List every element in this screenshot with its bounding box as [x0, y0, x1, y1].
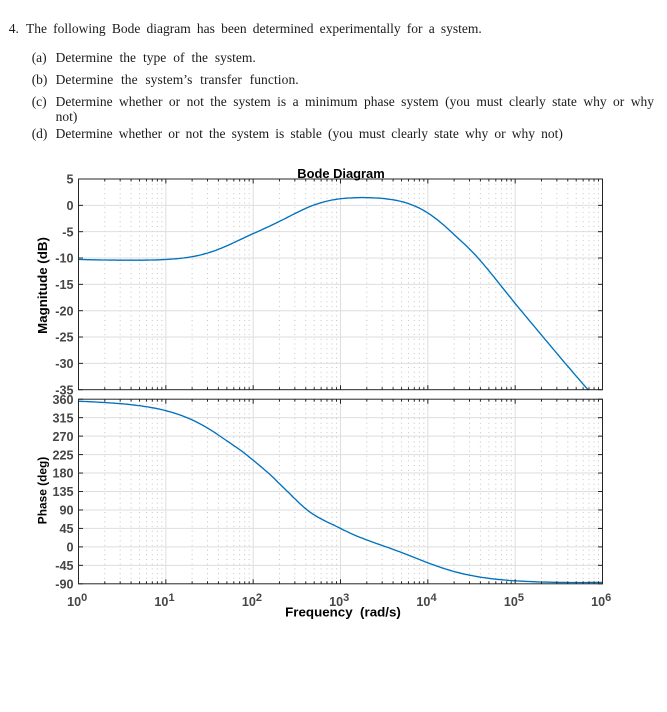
svg-text:104: 104 — [416, 592, 437, 609]
svg-text:Phase (deg): Phase (deg) — [36, 457, 50, 524]
svg-text:100: 100 — [67, 592, 87, 609]
svg-text:-15: -15 — [55, 278, 73, 292]
svg-text:101: 101 — [154, 592, 174, 609]
svg-text:270: 270 — [52, 430, 73, 444]
svg-text:360: 360 — [52, 393, 73, 407]
svg-text:90: 90 — [59, 504, 73, 518]
svg-text:-10: -10 — [55, 252, 73, 266]
svg-text:0: 0 — [66, 541, 73, 555]
svg-text:135: 135 — [52, 485, 73, 499]
svg-text:Frequency (rad/s): Frequency (rad/s) — [285, 605, 401, 620]
svg-text:Bode Diagram: Bode Diagram — [297, 166, 384, 181]
svg-text:315: 315 — [52, 411, 73, 425]
svg-text:-20: -20 — [55, 304, 73, 318]
svg-text:180: 180 — [52, 467, 73, 481]
svg-text:-45: -45 — [55, 559, 73, 573]
svg-text:-35: -35 — [55, 383, 73, 397]
svg-text:0: 0 — [66, 199, 73, 213]
svg-text:225: 225 — [52, 448, 73, 462]
svg-text:Magnitude (dB): Magnitude (dB) — [35, 237, 50, 334]
svg-text:106: 106 — [591, 592, 611, 609]
svg-text:-5: -5 — [62, 225, 73, 239]
svg-text:-90: -90 — [55, 578, 73, 592]
svg-text:102: 102 — [242, 592, 262, 609]
svg-text:-30: -30 — [55, 357, 73, 371]
svg-text:105: 105 — [504, 592, 524, 609]
svg-text:45: 45 — [59, 522, 73, 536]
svg-text:-25: -25 — [55, 331, 73, 345]
svg-text:5: 5 — [66, 173, 73, 187]
